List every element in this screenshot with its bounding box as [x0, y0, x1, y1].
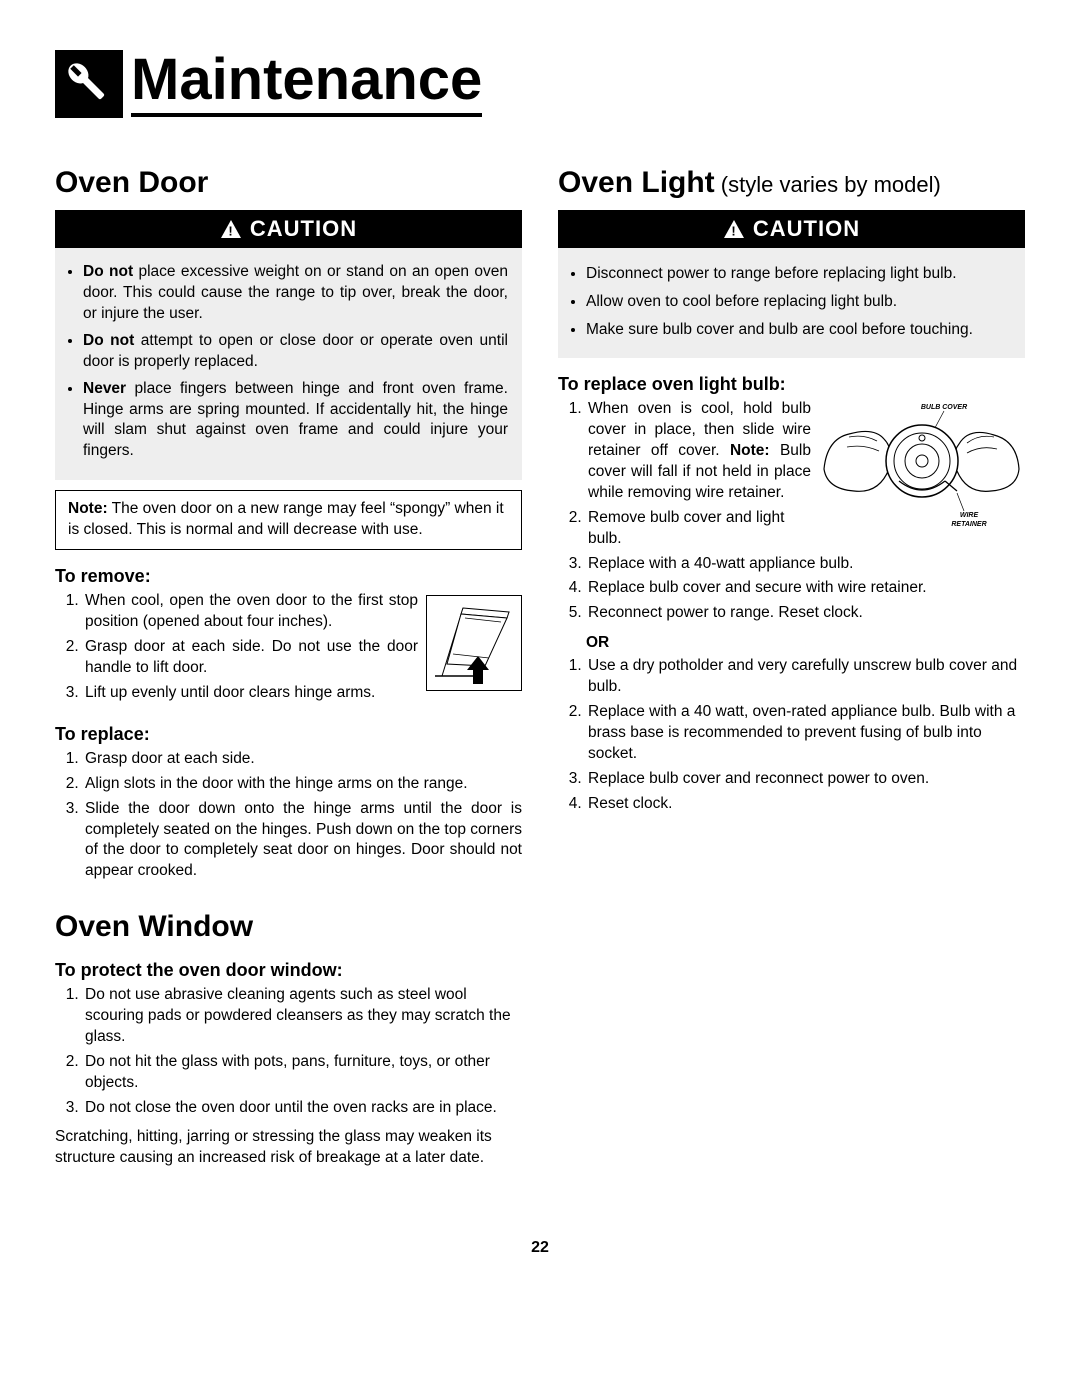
to-replace-heading: To replace: [55, 724, 522, 745]
wrench-icon [55, 50, 123, 118]
caution-bar-left: ! CAUTION [55, 210, 522, 248]
warning-icon: ! [220, 219, 242, 239]
caution-label: CAUTION [753, 216, 860, 242]
caution-item: Never place fingers between hinge and fr… [83, 379, 508, 463]
bold-text: Do not [83, 263, 133, 280]
sub-text: (style varies by model) [715, 172, 941, 197]
note-box: Note: The oven door on a new range may f… [55, 490, 522, 550]
right-column: Oven Light (style varies by model) ! CAU… [558, 158, 1025, 1169]
oven-light-title: Oven Light (style varies by model) [558, 166, 1025, 200]
body-text: attempt to open or close door or operate… [83, 332, 508, 370]
list-item: Do not hit the glass with pots, pans, fu… [83, 1052, 522, 1094]
list-item: Reconnect power to range. Reset clock. [586, 603, 1025, 624]
body-text: The oven door on a new range may feel “s… [68, 500, 504, 538]
list-item: Do not close the oven door until the ove… [83, 1098, 522, 1119]
body-text: place fingers between hinge and front ov… [83, 380, 508, 460]
list-item: Do not use abrasive cleaning agents such… [83, 985, 522, 1048]
list-item: Reset clock. [586, 794, 1025, 815]
page: Maintenance Oven Door ! CAUTION Do not p… [0, 0, 1080, 1287]
list-item: Replace with a 40-watt appliance bulb. [586, 554, 1025, 575]
content-columns: Oven Door ! CAUTION Do not place excessi… [55, 158, 1025, 1169]
body-text: Lift up evenly until door clears hinge a… [85, 684, 375, 701]
wire-label-1: WIRE [960, 512, 979, 519]
caution-item: Do not attempt to open or close door or … [83, 331, 508, 373]
page-title: Maintenance [131, 50, 482, 117]
caution-bar-right: ! CAUTION [558, 210, 1025, 248]
caution-box-left: Do not place excessive weight on or stan… [55, 248, 522, 480]
caution-item: Disconnect power to range before replaci… [586, 262, 1011, 286]
protect-window-heading: To protect the oven door window: [55, 960, 522, 981]
warning-icon: ! [723, 219, 745, 239]
list-item: Replace bulb cover and reconnect power t… [586, 769, 1025, 790]
list-item: Align slots in the door with the hinge a… [83, 774, 522, 795]
protect-window-steps: Do not use abrasive cleaning agents such… [55, 985, 522, 1119]
caution-item: Do not place excessive weight on or stan… [83, 262, 508, 325]
page-header: Maintenance [55, 50, 1025, 118]
left-column: Oven Door ! CAUTION Do not place excessi… [55, 158, 522, 1169]
list-item: Replace bulb cover and secure with wire … [586, 578, 1025, 599]
bold-text: Oven Light [558, 166, 715, 199]
replace-bulb-heading: To replace oven light bulb: [558, 374, 1025, 395]
bulb-cover-label: BULB COVER [921, 404, 967, 411]
wire-label-2: RETAINER [951, 521, 986, 528]
caution-item: Allow oven to cool before replacing ligh… [586, 290, 1011, 314]
bold-text: Note: [730, 442, 770, 459]
oven-window-title: Oven Window [55, 910, 522, 944]
window-tail-text: Scratching, hitting, jarring or stressin… [55, 1127, 522, 1169]
or-label: OR [586, 634, 1025, 652]
to-replace-steps: Grasp door at each side. Align slots in … [55, 749, 522, 883]
list-item: Slide the door down onto the hinge arms … [83, 799, 522, 883]
to-remove-heading: To remove: [55, 566, 522, 587]
list-item: Grasp door at each side. [83, 749, 522, 770]
body-text: Grasp door at each side. Do not use the … [85, 638, 418, 676]
caution-label: CAUTION [250, 216, 357, 242]
list-item: Use a dry potholder and very carefully u… [586, 656, 1025, 698]
bold-text: Note: [68, 500, 108, 517]
body-text: Remove bulb cover and light bulb. [588, 509, 784, 547]
list-item: Replace with a 40 watt, oven-rated appli… [586, 702, 1025, 765]
caution-item: Make sure bulb cover and bulb are cool b… [586, 318, 1011, 342]
oven-door-title: Oven Door [55, 166, 522, 200]
bold-text: Do not [83, 332, 134, 349]
svg-text:!: ! [228, 224, 233, 239]
bulb-illustration: BULB COVER [819, 399, 1025, 529]
svg-text:!: ! [731, 224, 736, 239]
caution-box-right: Disconnect power to range before replaci… [558, 248, 1025, 358]
page-number: 22 [55, 1239, 1025, 1257]
bold-text: Never [83, 380, 126, 397]
replace-bulb-steps-2: Use a dry potholder and very carefully u… [558, 656, 1025, 814]
body-text: place excessive weight on or stand on an… [83, 263, 508, 322]
door-remove-illustration [426, 595, 522, 691]
